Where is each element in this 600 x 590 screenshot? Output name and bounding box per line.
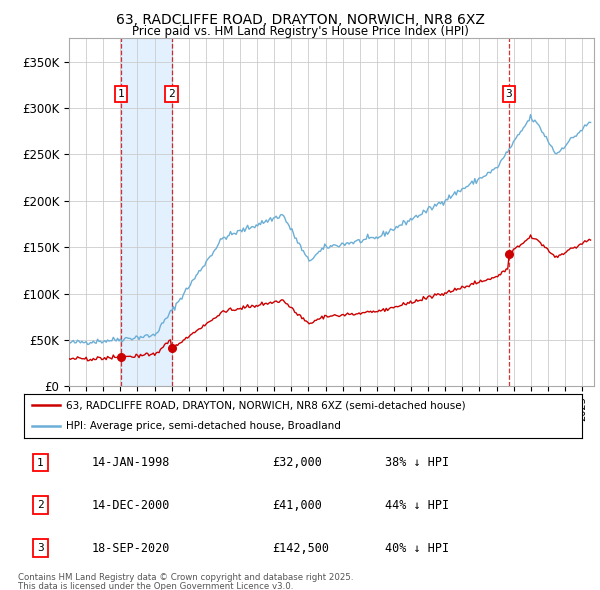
Text: 63, RADCLIFFE ROAD, DRAYTON, NORWICH, NR8 6XZ: 63, RADCLIFFE ROAD, DRAYTON, NORWICH, NR… [116, 13, 484, 27]
Point [29, 422, 36, 430]
Text: 3: 3 [505, 89, 512, 99]
Text: 2: 2 [37, 500, 44, 510]
Text: 18-SEP-2020: 18-SEP-2020 [91, 542, 170, 555]
Text: £142,500: £142,500 [272, 542, 329, 555]
Text: Price paid vs. HM Land Registry's House Price Index (HPI): Price paid vs. HM Land Registry's House … [131, 25, 469, 38]
Text: HPI: Average price, semi-detached house, Broadland: HPI: Average price, semi-detached house,… [66, 421, 341, 431]
Text: £32,000: £32,000 [272, 456, 322, 469]
Text: 14-DEC-2000: 14-DEC-2000 [91, 499, 170, 512]
Bar [121, 38, 172, 386]
Point [56, 402, 64, 409]
Text: 63, RADCLIFFE ROAD, DRAYTON, NORWICH, NR8 6XZ (semi-detached house): 63, RADCLIFFE ROAD, DRAYTON, NORWICH, NR… [66, 401, 466, 411]
Text: Contains HM Land Registry data © Crown copyright and database right 2025.: Contains HM Land Registry data © Crown c… [18, 573, 353, 582]
Text: 1: 1 [118, 89, 124, 99]
Text: 3: 3 [37, 543, 44, 553]
Text: 2: 2 [168, 89, 175, 99]
Text: £41,000: £41,000 [272, 499, 322, 512]
Text: 40% ↓ HPI: 40% ↓ HPI [385, 542, 449, 555]
Text: 38% ↓ HPI: 38% ↓ HPI [385, 456, 449, 469]
Text: 1: 1 [37, 458, 44, 467]
Point [56, 422, 64, 430]
Text: 14-JAN-1998: 14-JAN-1998 [91, 456, 170, 469]
Text: 44% ↓ HPI: 44% ↓ HPI [385, 499, 449, 512]
Point [29, 402, 36, 409]
Text: This data is licensed under the Open Government Licence v3.0.: This data is licensed under the Open Gov… [18, 582, 293, 590]
